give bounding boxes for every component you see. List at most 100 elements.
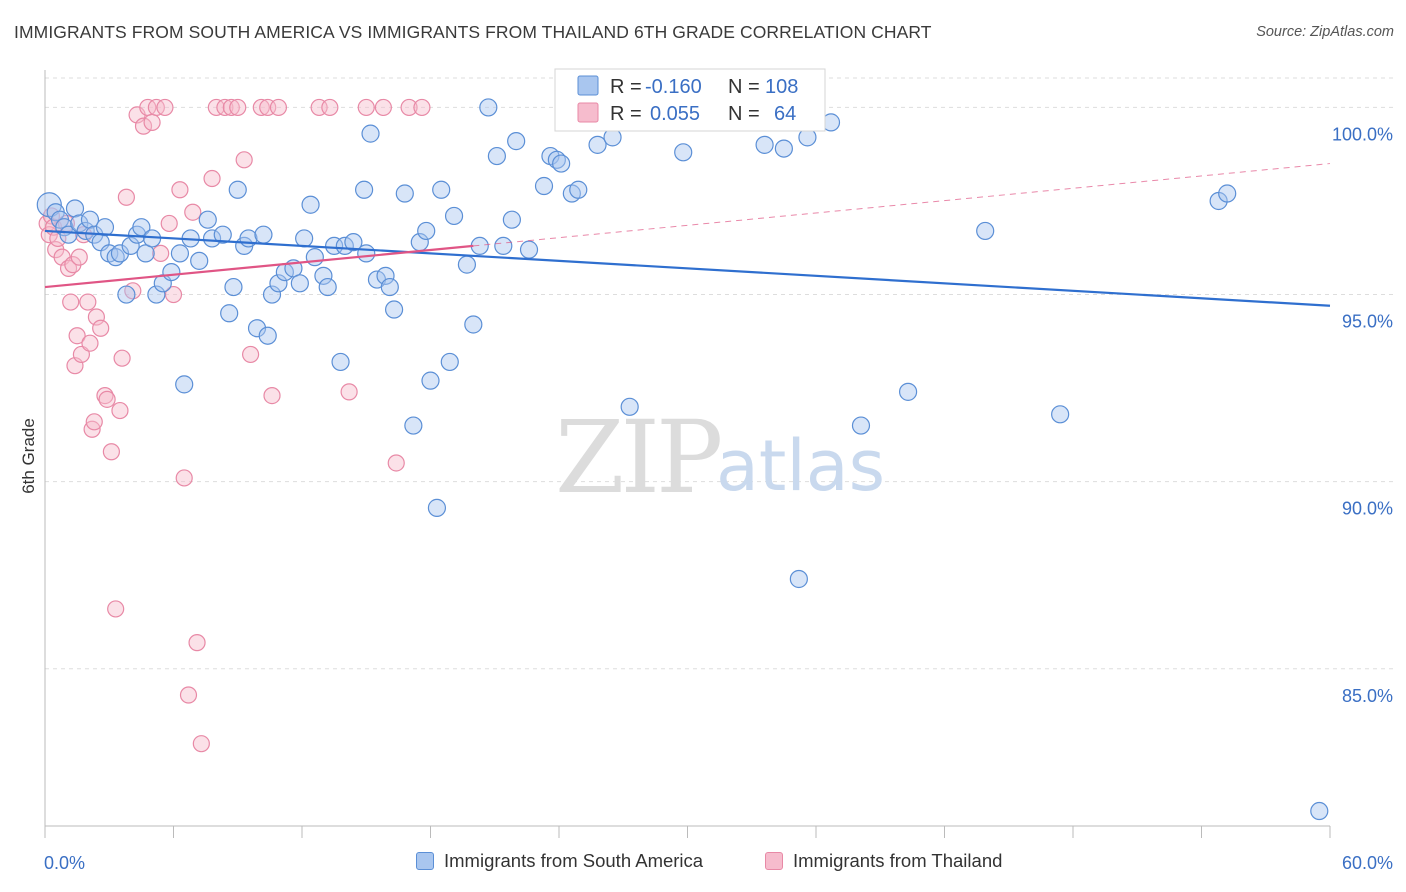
south-america-point xyxy=(110,244,130,263)
legend-top-n-value-2: 64 xyxy=(774,103,796,125)
legend-top-n-label-2: N = xyxy=(728,103,760,125)
thailand-point xyxy=(242,345,260,364)
south-america-point xyxy=(440,352,459,372)
south-america-point xyxy=(65,199,85,218)
south-america-point xyxy=(620,397,639,416)
legend-top-r-value-1: -0.160 xyxy=(645,76,702,98)
legend-top-swatch-pink xyxy=(577,102,599,123)
thailand-trend-line xyxy=(44,244,474,289)
south-america-point xyxy=(417,221,436,241)
south-america-point xyxy=(213,225,232,244)
x-tick-label-0: 0.0% xyxy=(44,853,85,873)
thailand-point xyxy=(263,387,281,405)
thailand-point xyxy=(192,735,210,753)
south-america-point xyxy=(588,135,607,154)
thailand-point xyxy=(203,169,221,188)
thailand-point xyxy=(79,293,97,311)
thailand-point xyxy=(216,98,234,117)
legend-item-thailand[interactable]: Immigrants from Thailand xyxy=(765,850,1002,872)
south-america-point xyxy=(851,416,871,435)
legend-label-south-america: Immigrants from South America xyxy=(444,850,704,871)
south-america-point xyxy=(674,143,693,162)
south-america-point xyxy=(224,277,243,297)
trend-lines xyxy=(44,163,1331,307)
thailand-point xyxy=(340,383,358,401)
legend-top-r-value-2: 0.055 xyxy=(650,103,700,125)
south-america-point xyxy=(121,236,140,256)
thailand-point xyxy=(92,319,110,337)
south-america-point xyxy=(258,326,277,345)
thailand-point xyxy=(143,113,161,131)
south-america-point xyxy=(898,382,918,401)
south-america-point xyxy=(290,274,309,293)
south-america-point xyxy=(357,244,376,263)
y-axis-label: 6th Grade xyxy=(19,418,38,494)
legend-item-south-america[interactable]: Immigrants from South America xyxy=(416,850,703,872)
south-america-point xyxy=(301,195,320,214)
thailand-point xyxy=(156,98,174,117)
south-america-point xyxy=(325,236,344,256)
south-america-point xyxy=(36,192,62,218)
x-tick-label-1: 60.0% xyxy=(1342,853,1393,873)
legend-label-thailand: Immigrants from Thailand xyxy=(793,850,1003,871)
thailand-point xyxy=(113,349,131,367)
thailand-trend-extension xyxy=(473,163,1331,247)
thailand-point xyxy=(107,600,125,618)
legend-top-n-label-1: N = xyxy=(728,76,760,98)
legend-top-r-label-2: R = xyxy=(610,103,642,125)
legend-top-r-label-1: R = xyxy=(610,76,642,98)
thailand-points xyxy=(38,98,431,753)
south-america-point xyxy=(976,221,995,241)
south-america-point xyxy=(190,251,209,270)
south-america-point xyxy=(117,285,136,304)
south-america-point xyxy=(1310,801,1329,821)
axes xyxy=(44,70,1331,838)
south-america-point xyxy=(444,206,464,226)
south-america-point xyxy=(479,98,498,117)
thailand-point xyxy=(179,686,198,704)
legend-swatch-pink xyxy=(765,852,783,870)
south-america-point xyxy=(427,498,447,517)
thailand-point xyxy=(152,244,170,262)
y-tick-labels: 85.0% 90.0% 95.0% 100.0% xyxy=(1332,124,1393,705)
south-america-point xyxy=(384,300,404,319)
south-america-point xyxy=(464,315,483,334)
thailand-point xyxy=(164,285,183,304)
south-america-point xyxy=(494,236,513,256)
south-america-point xyxy=(170,244,190,263)
south-america-point xyxy=(344,233,363,252)
south-america-point xyxy=(295,229,314,248)
south-america-point xyxy=(421,371,440,390)
south-america-point xyxy=(361,124,380,143)
south-america-point xyxy=(376,266,395,285)
south-america-point xyxy=(1051,405,1070,424)
south-america-point xyxy=(355,180,374,199)
thailand-point xyxy=(222,98,240,117)
thailand-point xyxy=(235,151,253,169)
south-america-point xyxy=(202,229,222,248)
thailand-point xyxy=(70,248,88,266)
thailand-point xyxy=(229,98,247,117)
thailand-point xyxy=(413,98,431,117)
south-america-point xyxy=(507,132,526,151)
south-america-point xyxy=(318,277,337,297)
legend-swatch-blue xyxy=(416,852,434,870)
thailand-point xyxy=(102,443,120,461)
legend-top-n-value-1: 108 xyxy=(765,76,798,98)
south-america-point xyxy=(404,416,423,435)
thailand-point xyxy=(252,98,270,117)
thailand-point xyxy=(62,293,80,311)
legend-bottom: Immigrants from South America Immigrants… xyxy=(0,850,1406,880)
south-america-point xyxy=(552,154,571,173)
south-america-point xyxy=(534,176,554,196)
south-america-point xyxy=(1218,184,1237,203)
south-america-point xyxy=(395,184,414,203)
legend-top-swatch-blue xyxy=(577,75,599,96)
south-america-point xyxy=(247,319,267,338)
south-america-point xyxy=(80,210,100,229)
south-america-point xyxy=(432,180,451,199)
south-america-point xyxy=(95,218,115,237)
thailand-point xyxy=(400,98,418,117)
south-america-point xyxy=(502,210,521,229)
